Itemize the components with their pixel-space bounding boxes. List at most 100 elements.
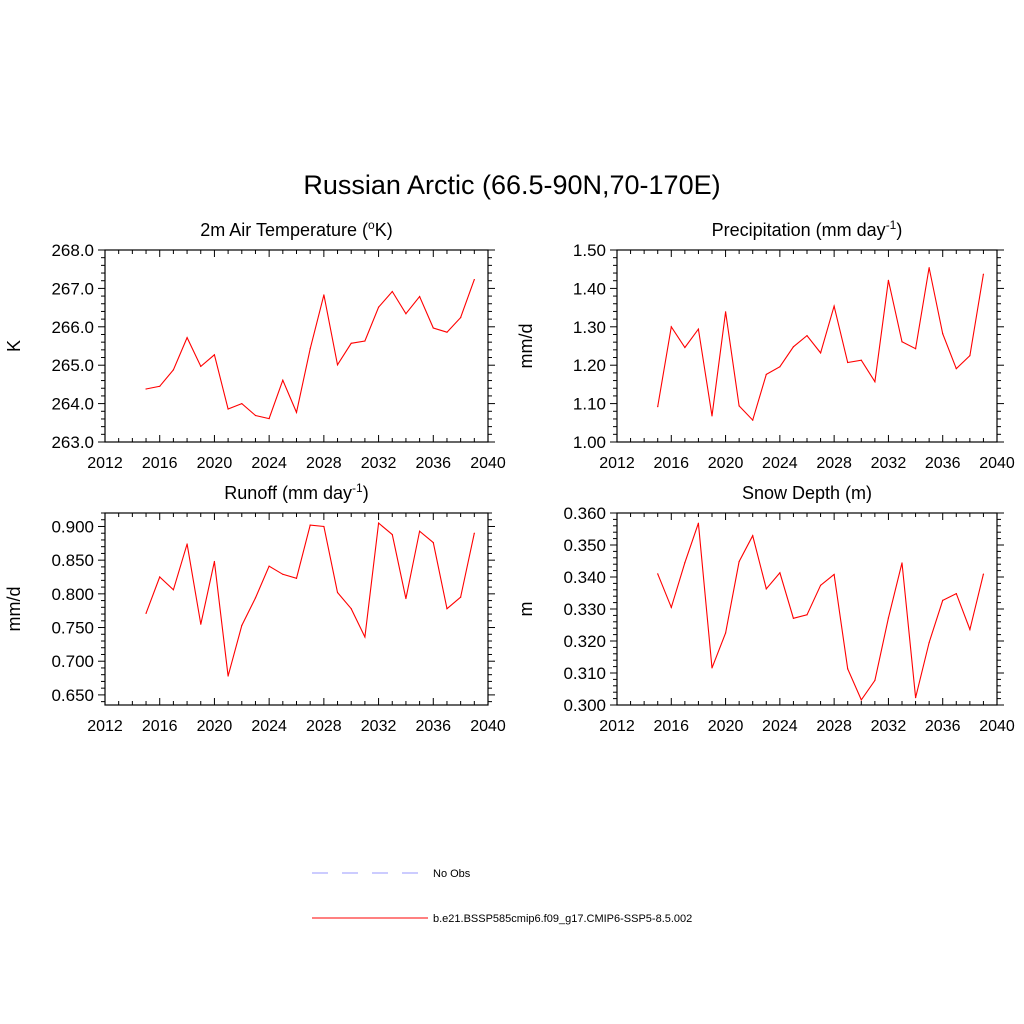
x-tick-label: 2036 xyxy=(415,718,451,735)
x-tick-label: 2016 xyxy=(142,718,178,735)
data-point xyxy=(792,346,795,348)
x-tick-label: 2012 xyxy=(599,718,635,735)
x-tick-label: 2028 xyxy=(816,718,852,735)
data-point xyxy=(309,348,311,350)
data-point xyxy=(186,336,188,339)
data-point xyxy=(227,675,229,677)
series-line xyxy=(657,267,984,422)
data-point xyxy=(684,346,686,349)
data-point xyxy=(819,352,822,354)
y-tick-label: 267.0 xyxy=(51,279,94,298)
data-point xyxy=(364,636,366,638)
x-tick-label: 2032 xyxy=(871,718,907,735)
x-tick-label: 2040 xyxy=(470,718,506,735)
data-point xyxy=(323,294,325,296)
data-point xyxy=(887,617,890,619)
series-line xyxy=(657,523,984,702)
x-tick-label: 2036 xyxy=(415,455,451,472)
y-tick-label: 0.300 xyxy=(563,696,606,715)
data-point xyxy=(914,348,917,350)
data-point xyxy=(969,628,971,631)
data-point xyxy=(914,697,917,699)
x-tick-label: 2016 xyxy=(653,718,689,735)
x-tick-label: 2040 xyxy=(979,455,1015,472)
data-point xyxy=(860,359,862,361)
data-point xyxy=(213,560,216,563)
panel-title: Precipitation (mm day-1) xyxy=(712,218,903,240)
data-point xyxy=(670,326,672,328)
data-point xyxy=(874,679,876,681)
y-tick-label: 266.0 xyxy=(51,318,94,337)
data-point xyxy=(819,584,822,586)
y-tick-label: 1.30 xyxy=(573,318,606,337)
y-tick-label: 0.310 xyxy=(563,664,606,683)
x-tick-label: 2028 xyxy=(816,455,852,472)
data-point xyxy=(391,290,393,293)
data-point xyxy=(697,522,700,524)
data-point xyxy=(887,279,890,281)
panel-title-superscript: -1 xyxy=(352,481,363,495)
chart-panel-3: Runoff (mm day-1) 2012 2016 2020 2024 2028 203… xyxy=(4,481,506,735)
data-point xyxy=(806,614,808,616)
data-point xyxy=(724,311,727,313)
data-point xyxy=(336,364,339,366)
data-point xyxy=(982,273,985,275)
x-tick-label: 2032 xyxy=(361,718,397,735)
data-point xyxy=(432,542,434,544)
x-tick-label: 2024 xyxy=(251,455,287,472)
x-tick-label: 2024 xyxy=(762,718,798,735)
data-point xyxy=(446,331,448,333)
data-point xyxy=(779,572,781,574)
data-point xyxy=(765,373,767,376)
data-point xyxy=(213,354,216,356)
data-point xyxy=(295,411,298,414)
y-tick-label: 1.40 xyxy=(573,279,606,298)
data-point xyxy=(738,405,740,407)
data-point xyxy=(145,388,147,390)
data-point xyxy=(473,532,475,534)
data-point xyxy=(724,632,727,634)
data-point xyxy=(268,417,270,420)
data-point xyxy=(446,608,448,610)
data-point xyxy=(241,624,243,627)
data-point xyxy=(364,340,366,342)
data-point xyxy=(172,369,174,371)
x-tick-label: 2020 xyxy=(197,455,233,472)
data-point xyxy=(200,365,202,367)
data-point xyxy=(928,267,930,269)
data-point xyxy=(391,533,393,536)
panel-title-tail: K) xyxy=(375,220,393,240)
x-tick-label: 2040 xyxy=(979,718,1015,735)
data-point xyxy=(377,522,380,524)
panel-title: 2m Air Temperature (oK) xyxy=(200,218,392,240)
data-point xyxy=(323,525,325,528)
panel-title-superscript: o xyxy=(368,218,375,232)
data-point xyxy=(711,415,713,417)
data-point xyxy=(833,305,835,307)
data-point xyxy=(942,599,944,601)
data-point xyxy=(765,588,767,590)
y-tick-label: 0.800 xyxy=(51,585,94,604)
data-point xyxy=(657,406,659,408)
data-point xyxy=(684,562,686,564)
y-axis-label: m xyxy=(516,602,536,617)
x-tick-label: 2020 xyxy=(708,718,744,735)
data-point xyxy=(928,642,930,644)
series-line xyxy=(145,522,475,677)
y-tick-label: 0.340 xyxy=(563,568,606,587)
panel-title-text: Snow Depth (m) xyxy=(742,483,872,503)
x-tick-label: 2016 xyxy=(653,455,689,472)
data-point xyxy=(969,355,971,357)
x-tick-label: 2032 xyxy=(361,455,397,472)
data-point xyxy=(405,313,407,315)
y-tick-label: 0.320 xyxy=(563,632,606,651)
data-point xyxy=(792,617,795,619)
data-point xyxy=(282,573,284,575)
data-point xyxy=(460,316,462,319)
y-tick-label: 0.850 xyxy=(51,551,94,570)
data-point xyxy=(847,668,849,670)
data-point xyxy=(336,591,339,594)
panel-title-tail: ) xyxy=(896,220,902,240)
y-tick-label: 1.50 xyxy=(573,241,606,260)
data-point xyxy=(350,608,352,610)
